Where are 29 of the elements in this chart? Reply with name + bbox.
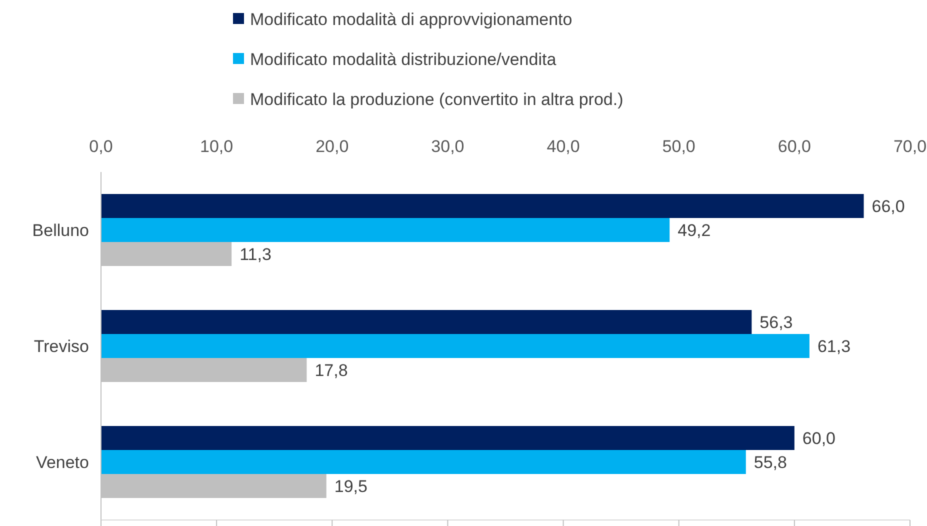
bar [101,334,810,358]
x-tick-label: 30,0 [431,137,464,156]
data-label: 56,3 [760,313,793,332]
bar [101,194,864,218]
data-label: 17,8 [314,361,348,380]
y-tick-label: Treviso [34,337,89,356]
data-label: 11,3 [240,245,272,264]
x-tick-label: 70,0 [893,137,927,156]
legend-label: Modificato la produzione (convertito in altra prod.) [250,90,624,109]
data-label: 49,2 [678,221,711,240]
data-label: 55,8 [754,453,787,472]
bar [101,218,670,242]
x-tick-label: 20,0 [316,137,349,156]
y-tick-label: Belluno [32,221,89,240]
x-tick-label: 40,0 [546,137,580,156]
data-label: 19,5 [334,477,368,496]
x-tick-label: 0,0 [89,137,113,156]
bar [101,426,794,450]
data-label: 61,3 [817,337,851,356]
x-tick-label: 50,0 [662,137,696,156]
data-label: 60,0 [802,429,836,448]
x-tick-label: 10,0 [200,137,234,156]
data-label: 66,0 [872,197,905,216]
legend-label: Modificato modalità di approvvigionamento [250,10,572,29]
bar [101,310,752,334]
x-tick-label: 60,0 [778,137,811,156]
bar [101,450,746,474]
y-tick-label: Veneto [36,453,89,472]
legend-label: Modificato modalità distribuzione/vendita [250,50,557,69]
